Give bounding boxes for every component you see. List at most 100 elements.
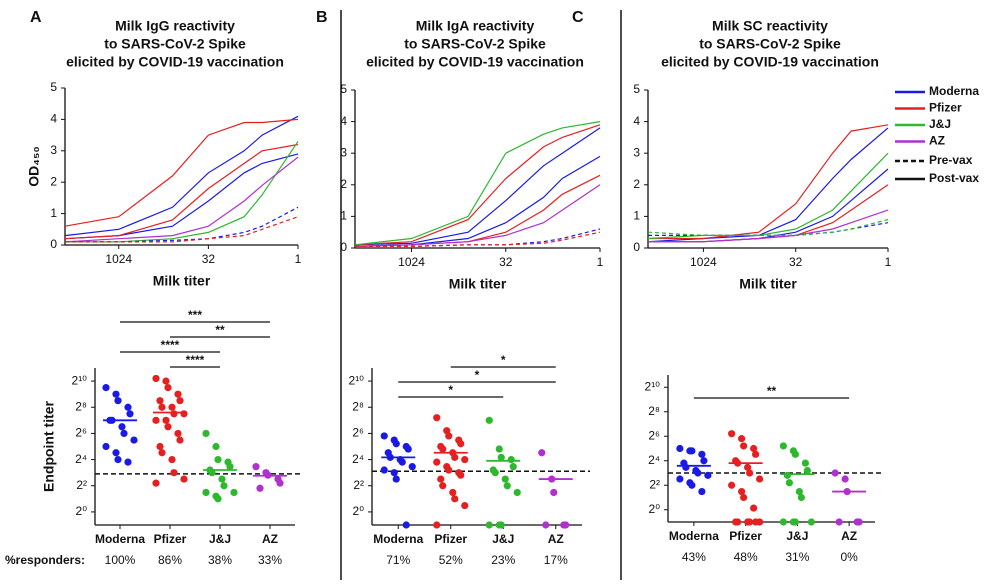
dot (445, 466, 453, 474)
curve (354, 124, 601, 246)
significance-label: *** (188, 308, 202, 322)
curve (354, 127, 601, 246)
significance-label: * (501, 353, 506, 367)
x-tick-label: 1024 (105, 252, 132, 266)
dot (461, 501, 469, 510)
dot (392, 475, 400, 483)
y-tick-label: 2 (633, 177, 640, 191)
dot (102, 442, 110, 451)
x-tick-label: Pfizer (434, 532, 467, 546)
x-tick-label: Moderna (373, 532, 423, 546)
y-tick-label: 2⁸ (352, 399, 364, 413)
dot (704, 471, 712, 479)
x-tick-label: 1 (295, 252, 302, 266)
dot (507, 455, 515, 464)
dot (380, 466, 388, 474)
dot (698, 450, 706, 458)
y-tick-label: 1 (340, 209, 347, 223)
dot (433, 458, 441, 466)
dot (451, 453, 459, 461)
y-tick-label: 2⁸ (75, 399, 87, 413)
dot (700, 457, 708, 465)
dot (461, 455, 469, 464)
chart-title: elicited by COVID-19 vaccination (661, 54, 879, 70)
dot (252, 463, 260, 471)
dot (756, 475, 764, 483)
x-tick-label: J&J (492, 532, 514, 546)
x-tick-label: 1024 (398, 255, 425, 269)
y-tick-label: 2² (76, 478, 87, 492)
dot (170, 410, 178, 418)
x-tick-label: J&J (209, 532, 231, 546)
dot (688, 447, 696, 455)
y-tick-label: 1 (50, 206, 57, 220)
y-tick-label: 5 (50, 80, 57, 94)
dot (276, 479, 284, 487)
x-tick-label: 32 (499, 255, 513, 269)
dot (380, 432, 388, 440)
dot (803, 466, 811, 475)
y-tick-label: 2⁰ (649, 502, 661, 516)
dot (513, 488, 521, 497)
chart-title: Milk SC reactivity (712, 18, 828, 34)
responders-label: %responders: (5, 553, 85, 567)
y-tick-label: 2⁸ (648, 404, 660, 418)
dot (744, 463, 752, 471)
dot (562, 521, 570, 529)
dot (404, 445, 412, 453)
panel-label: C (572, 9, 584, 26)
chart-title: elicited by COVID-19 vaccination (366, 54, 584, 70)
dot (168, 455, 176, 464)
x-axis-title: Milk titer (739, 276, 797, 292)
dot (433, 414, 441, 422)
y-tick-label: 2 (340, 177, 347, 191)
significance-label: * (448, 383, 453, 397)
chart-title: to SARS-CoV-2 Spike (699, 36, 841, 52)
dot (756, 518, 764, 526)
chart-title: elicited by COVID-19 vaccination (66, 54, 284, 70)
x-tick-label: 1 (597, 255, 604, 269)
y-tick-label: 4 (50, 112, 57, 126)
dot (152, 479, 160, 487)
x-axis-title: Milk titer (153, 273, 211, 289)
y-tick-label: 3 (50, 143, 57, 157)
curve (354, 121, 601, 246)
dot (124, 458, 132, 466)
y-tick-label: 2¹⁰ (349, 373, 365, 387)
dot (433, 521, 441, 529)
dot (214, 455, 222, 464)
dot (457, 471, 465, 479)
dot (112, 449, 120, 457)
dot (449, 488, 457, 497)
dot (158, 449, 166, 457)
dot (740, 442, 748, 450)
dot (676, 444, 684, 453)
dot (746, 518, 754, 526)
dot (791, 518, 799, 526)
dot (509, 463, 517, 471)
responders-value: 31% (785, 550, 809, 564)
dot (220, 482, 228, 490)
y-tick-label: 0 (633, 240, 640, 254)
dot (102, 384, 110, 392)
responders-value: 38% (208, 553, 232, 567)
y-tick-label: 2⁶ (352, 426, 364, 440)
dot (120, 429, 128, 438)
dot (398, 458, 406, 466)
dot (688, 481, 696, 489)
curve (64, 156, 299, 243)
legend-label: AZ (929, 134, 945, 148)
y-tick-label: 2⁰ (76, 504, 88, 518)
dot (841, 475, 849, 483)
y-tick-label: 0 (50, 237, 57, 251)
dot (491, 469, 499, 477)
dot (831, 469, 839, 477)
responders-value: 0% (840, 550, 858, 564)
dot (162, 377, 170, 385)
dot (445, 432, 453, 440)
dot (550, 488, 558, 497)
chart-title: to SARS-CoV-2 Spike (104, 36, 246, 52)
x-tick-label: AZ (548, 532, 564, 546)
dot (162, 416, 170, 424)
